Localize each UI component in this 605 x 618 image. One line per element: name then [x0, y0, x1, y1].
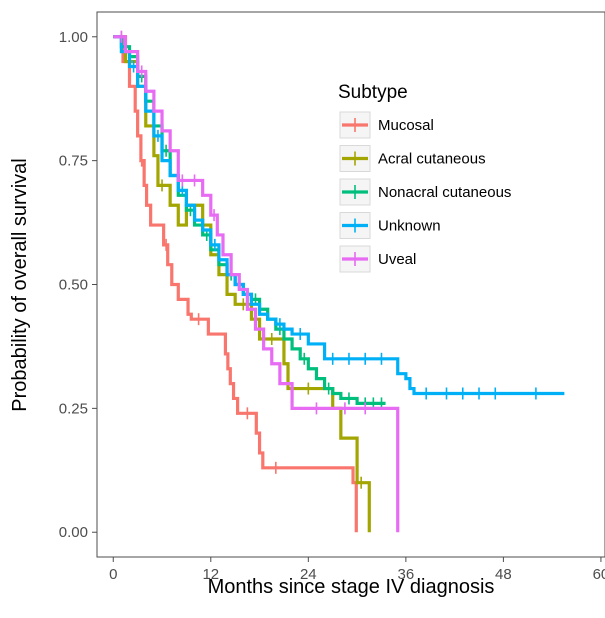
survival-curve: [113, 35, 400, 533]
legend-label: Nonacral cutaneous: [378, 184, 511, 201]
plot-panel: [96, 11, 605, 558]
y-tick-label: 1.00: [59, 29, 88, 46]
y-tick-label: 0.25: [59, 400, 88, 417]
survival-curves: [113, 30, 565, 533]
x-tick-label: 24: [300, 566, 317, 583]
x-tick-label: 0: [109, 566, 117, 583]
y-axis-title: Probability of overall survival: [9, 158, 31, 411]
x-tick-label: 48: [495, 566, 512, 583]
legend-label: Mucosal: [378, 117, 434, 134]
series-uveal: [113, 30, 400, 533]
x-axis-title: Months since stage IV diagnosis: [208, 576, 495, 598]
y-tick-label: 0.00: [59, 524, 88, 541]
y-tick-label: 0.75: [59, 153, 88, 170]
legend-label: Unknown: [378, 218, 441, 235]
y-axis-ticks: 0.00 0.25 0.50 0.75 1.00: [59, 29, 97, 541]
x-tick-label: 60: [593, 566, 605, 583]
x-axis-ticks: 0 12 24 36 48 60: [109, 557, 605, 583]
survival-curve: [113, 35, 358, 533]
y-tick-label: 0.50: [59, 277, 88, 294]
x-tick-label: 36: [398, 566, 415, 583]
legend: Subtype Mucosal Acral cutaneous Nonacral c…: [338, 82, 511, 273]
series-mucosal: [113, 30, 358, 533]
legend-label: Uveal: [378, 251, 416, 268]
legend-label: Acral cutaneous: [378, 151, 486, 168]
x-tick-label: 12: [202, 566, 219, 583]
legend-title: Subtype: [338, 82, 408, 103]
